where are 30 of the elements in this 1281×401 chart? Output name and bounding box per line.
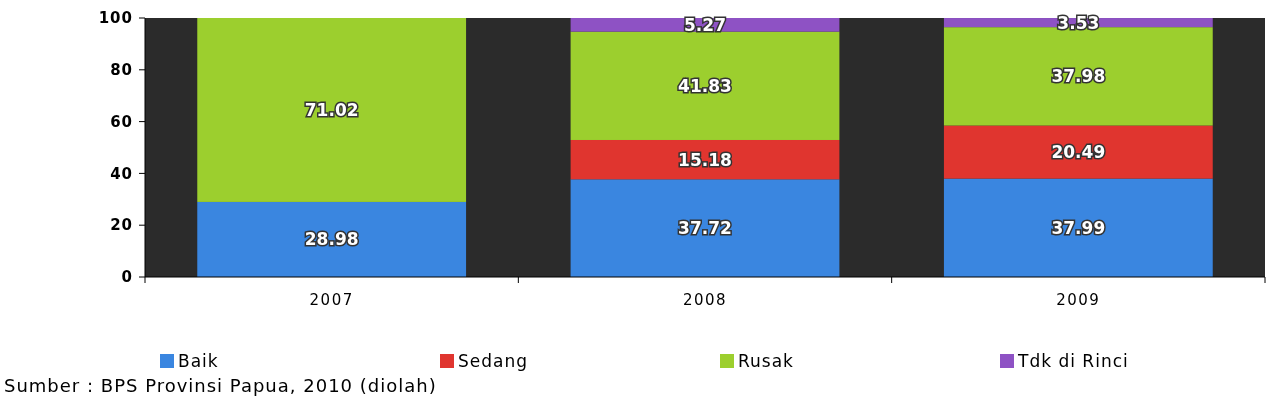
y-tick-label: 60 xyxy=(110,112,133,131)
y-tick-label: 100 xyxy=(98,9,133,28)
data-label: 28.98 xyxy=(304,229,359,250)
data-label: 5.27 xyxy=(684,14,726,35)
legend-label: Rusak xyxy=(738,350,794,371)
legend-label: Baik xyxy=(178,350,219,371)
y-tick-label: 0 xyxy=(121,268,133,287)
data-label: 37.72 xyxy=(678,218,732,239)
bar xyxy=(943,178,1213,277)
data-label: 15.18 xyxy=(678,149,732,170)
data-label: 37.99 xyxy=(1051,217,1106,238)
legend-label: Sedang xyxy=(458,350,529,371)
data-label: 37.98 xyxy=(1051,66,1106,87)
bar xyxy=(943,125,1213,179)
bar xyxy=(570,31,840,140)
bar xyxy=(570,179,840,277)
text: Sumber : BPS Provinsi Papua, 2010 (diolah) xyxy=(4,375,437,396)
data-label: 71.02 xyxy=(304,99,359,120)
x-tick-label: 2009 xyxy=(1056,291,1101,309)
bar xyxy=(197,201,467,277)
data-label: 20.49 xyxy=(1051,142,1106,163)
bar xyxy=(570,139,840,180)
x-tick-label: 2007 xyxy=(309,291,354,309)
y-tick-label: 40 xyxy=(110,164,133,183)
y-tick-label: 20 xyxy=(110,216,133,235)
y-tick-label: 80 xyxy=(110,61,133,80)
data-label: 41.83 xyxy=(678,75,732,96)
legend-label: Tdk di Rinci xyxy=(1017,350,1129,371)
x-tick-label: 2008 xyxy=(682,291,728,309)
bar xyxy=(197,18,467,202)
